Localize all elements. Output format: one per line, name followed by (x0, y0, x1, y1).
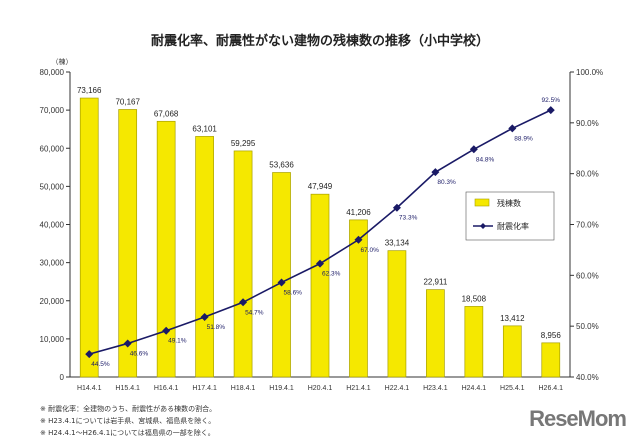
rate-label: 54.7% (245, 309, 264, 316)
rate-label: 62.3% (322, 271, 341, 278)
y2-tick-label: 100.0% (576, 68, 603, 77)
footnote: ※ H24.4.1～H26.4.1については福島県の一部を除く。 (40, 429, 215, 437)
resemom-logo: ReseMom (529, 406, 627, 431)
rate-label: 88.9% (514, 135, 533, 142)
bar (156, 120, 176, 378)
y-axis-label: （棟） (52, 57, 73, 66)
rate-point (354, 235, 363, 244)
y2-tick-label: 60.0% (576, 271, 599, 280)
y-tick-label: 0 (60, 373, 65, 382)
y-tick-label: 20,000 (40, 297, 65, 306)
bar (195, 136, 214, 378)
rate-label: 58.6% (284, 289, 303, 296)
footnote: ※ H23.4.1については岩手県、宮城県、福島県を除く。 (40, 417, 216, 425)
rate-label: 51.8% (207, 324, 226, 331)
rate-point (431, 168, 440, 177)
bar (118, 109, 138, 378)
bar-value-label: 33,134 (385, 239, 410, 248)
bar-value-label: 18,508 (462, 294, 487, 303)
x-tick-label: H20.4.1 (308, 385, 333, 392)
rate-label: 67.0% (360, 247, 379, 254)
legend-line-marker (480, 223, 486, 229)
rate-label: 84.8% (476, 156, 495, 163)
legend-bar-label: 残棟数 (497, 198, 521, 208)
bar (502, 325, 522, 378)
chart-title: 耐震化率、耐震性がない建物の残棟数の推移（小中学校） (150, 34, 489, 49)
legend-line-label: 耐震化率 (497, 221, 529, 231)
y2-tick-label: 70.0% (576, 221, 599, 230)
rate-point (162, 326, 171, 335)
bar (349, 219, 368, 378)
rate-point (123, 339, 132, 348)
x-tick-label: H26.4.1 (539, 385, 564, 392)
rate-point (316, 259, 324, 268)
y-tick-label: 40,000 (40, 221, 65, 230)
footnotes: ※ 耐震化率：全建物のうち、耐震性がある棟数の割合。 ※ H23.4.1について… (40, 403, 216, 439)
bar-value-label: 8,956 (541, 331, 562, 340)
rate-label: 46.6% (130, 350, 149, 357)
y-tick-label: 30,000 (40, 259, 65, 268)
x-tick-label: H16.4.1 (154, 385, 179, 392)
bar-value-label: 53,636 (269, 161, 294, 170)
y-tick-label: 60,000 (40, 144, 65, 153)
y-tick-label: 10,000 (40, 335, 65, 344)
x-tick-label: H14.4.1 (77, 385, 102, 392)
rate-point (546, 106, 555, 115)
rate-point (277, 278, 286, 287)
y-tick-label: 50,000 (40, 182, 65, 191)
x-tick-label: H18.4.1 (231, 385, 256, 392)
x-tick-label: H15.4.1 (115, 385, 140, 392)
bar (541, 342, 561, 378)
bar-value-label: 13,412 (500, 314, 525, 323)
rate-label: 44.5% (91, 361, 110, 368)
bar-value-label: 70,167 (115, 97, 140, 106)
rate-label: 73.3% (399, 215, 418, 222)
x-tick-label: H21.4.1 (346, 385, 371, 392)
rate-point (85, 350, 94, 359)
x-tick-label: H22.4.1 (385, 385, 410, 392)
x-tick-label: H25.4.1 (500, 385, 525, 392)
bar (464, 306, 484, 378)
y2-tick-label: 40.0% (576, 373, 599, 382)
rate-label: 80.3% (437, 179, 456, 186)
bar-value-label: 63,101 (192, 124, 217, 133)
bar-value-label: 22,911 (423, 278, 447, 287)
bar-value-label: 41,206 (346, 208, 371, 217)
bar (426, 289, 445, 378)
x-tick-label: H24.4.1 (462, 385, 487, 392)
rate-point (469, 145, 478, 154)
y2-tick-label: 80.0% (576, 170, 599, 179)
y-tick-label: 80,000 (40, 68, 65, 77)
bar (387, 250, 407, 378)
bar-value-label: 47,949 (308, 182, 333, 191)
bar (272, 172, 291, 378)
y2-tick-label: 50.0% (576, 322, 599, 331)
bar-value-label: 59,295 (231, 139, 256, 148)
footnote: ※ 耐震化率：全建物のうち、耐震性がある棟数の割合。 (40, 405, 217, 413)
y-tick-label: 70,000 (40, 106, 65, 115)
rate-point (508, 124, 517, 133)
bar (233, 150, 253, 378)
bar-value-label: 73,166 (77, 86, 102, 95)
x-tick-label: H17.4.1 (192, 385, 217, 392)
bar (79, 97, 99, 378)
x-tick-label: H23.4.1 (423, 385, 448, 392)
bar (310, 193, 330, 378)
rate-label: 92.5% (542, 97, 561, 104)
bar-value-label: 67,068 (154, 109, 179, 118)
rate-label: 49.1% (168, 338, 187, 345)
chart-svg: （棟） 0 10,000 20,000 30,000 40,000 50,000 60,000… (40, 57, 604, 392)
y2-tick-label: 90.0% (576, 119, 599, 128)
x-tick-label: H19.4.1 (269, 385, 294, 392)
legend-bar-swatch (474, 198, 490, 207)
rate-point (200, 313, 209, 322)
rate-point (239, 298, 248, 307)
rate-point (392, 203, 401, 212)
